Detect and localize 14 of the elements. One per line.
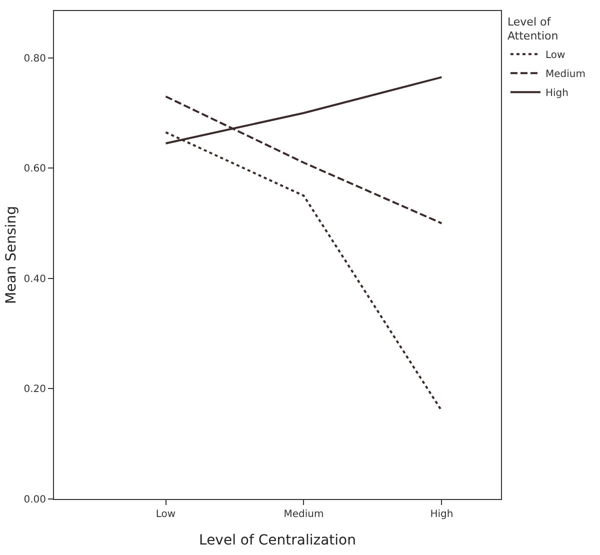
y-tick-label: 0.80 bbox=[24, 53, 46, 64]
y-tick-label: 0.00 bbox=[24, 494, 46, 506]
x-tick-label: Low bbox=[156, 509, 176, 520]
legend-label: High bbox=[545, 88, 568, 99]
x-tick-label: High bbox=[430, 509, 454, 520]
y-tick-label: 0.60 bbox=[24, 164, 46, 175]
legend-title: Level of Attention bbox=[507, 15, 558, 43]
y-tick-label: 0.20 bbox=[24, 384, 46, 396]
x-tick-label: Medium bbox=[284, 509, 324, 520]
legend-label: Medium bbox=[545, 69, 586, 80]
y-axis-title: Mean Sensing bbox=[3, 206, 20, 304]
legend-label: Low bbox=[545, 50, 566, 61]
x-axis-title: Level of Centralization bbox=[199, 532, 356, 548]
y-tick-label: 0.40 bbox=[24, 274, 46, 285]
